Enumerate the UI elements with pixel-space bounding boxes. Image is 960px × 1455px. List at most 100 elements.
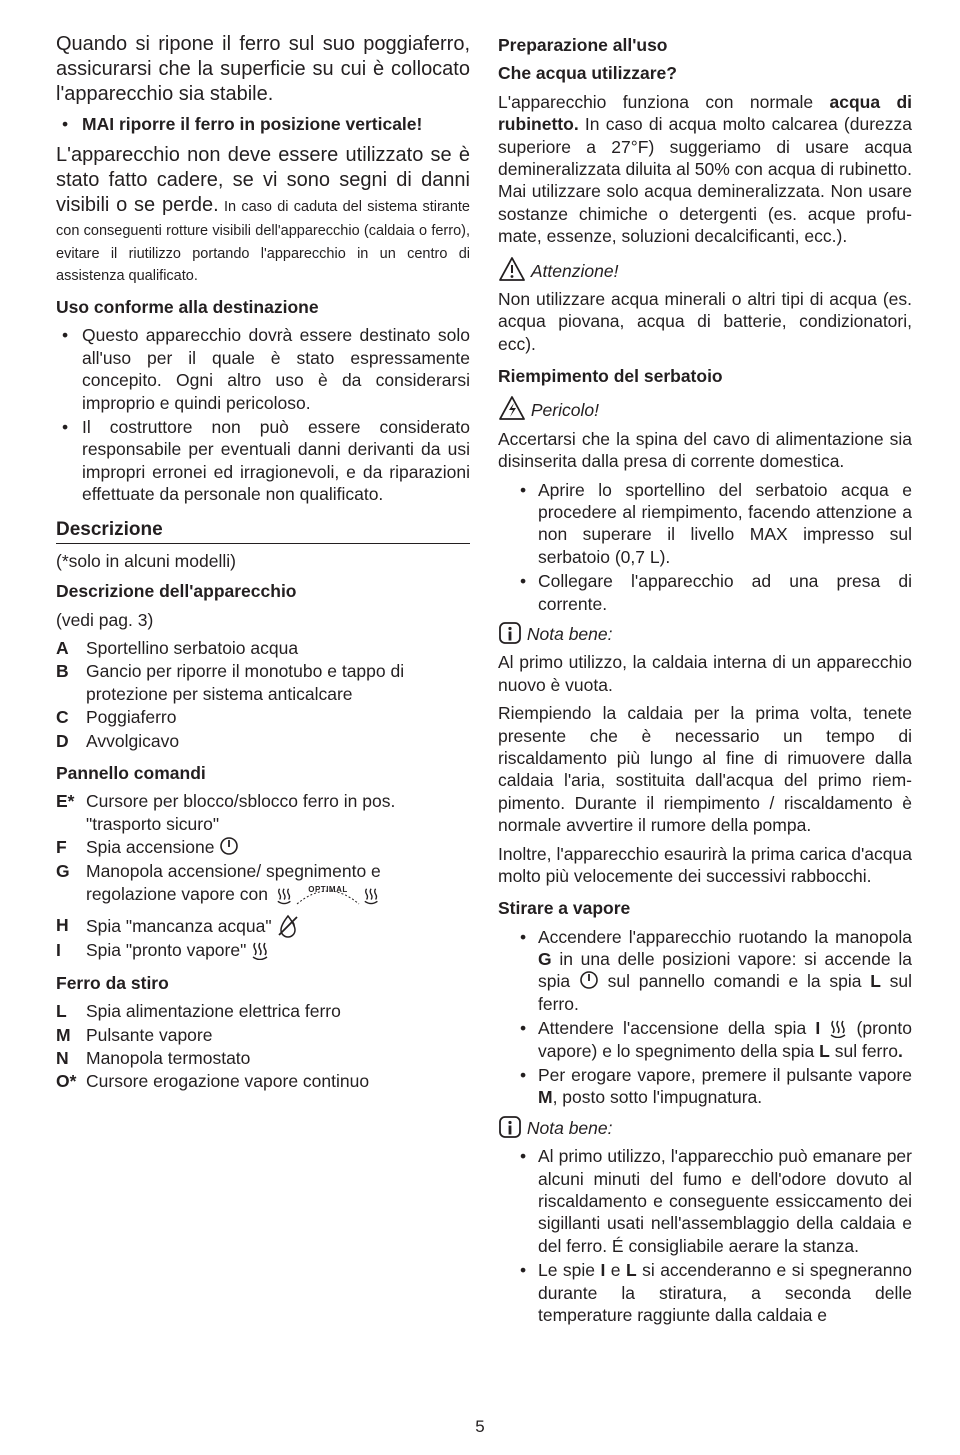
solo-modelli-note: (*solo in alcuni modelli) — [56, 550, 470, 572]
definition-value: Poggiaferro — [86, 706, 470, 728]
definition-row: GManopola accensione/ spegnimento e rego… — [56, 860, 470, 914]
danger-icon — [498, 395, 526, 421]
definition-key: E* — [56, 790, 86, 835]
pannello-list: E*Cursore per blocco/sblocco ferro in po… — [56, 790, 470, 961]
intro-paragraph: Quando si ripone il ferro sul suo poggia… — [56, 32, 470, 107]
definition-row: DAvvolgicavo — [56, 730, 470, 752]
nb2-item-2: Le spie I e L si accenderanno e si spegn… — [498, 1259, 912, 1326]
stirare-item-3: Per erogare vapore, premere il pulsante … — [498, 1064, 912, 1109]
attenzione-line: Attenzione! — [498, 256, 912, 282]
apparecchio-list: ASportellino serbatoio acquaBGancio per … — [56, 637, 470, 752]
power-icon — [219, 836, 239, 856]
vedi-pag: (vedi pag. 3) — [56, 609, 470, 631]
right-column: Preparazione all'uso Che acqua utilizzar… — [498, 32, 912, 1332]
uso-item-2: Il costruttore non può essere considerat… — [56, 416, 470, 506]
pannello-title: Pannello comandi — [56, 762, 470, 784]
definition-row: O*Cursore erogazione vapore continuo — [56, 1070, 470, 1092]
acqua-paragraph: L'apparecchio funziona con normale acqua… — [498, 91, 912, 248]
definition-value: Spia "mancanza acqua" — [86, 914, 470, 938]
info-icon — [498, 621, 522, 645]
definition-value: Sportellino serbatoio acqua — [86, 637, 470, 659]
pericolo-line: Pericolo! — [498, 395, 912, 421]
definition-value: Manopola accensione/ spegnimento e regol… — [86, 860, 470, 914]
stirare-title: Stirare a vapore — [498, 897, 912, 919]
descrizione-heading: Descrizione — [56, 518, 470, 544]
nota-bene-1-line: Nota bene: — [498, 621, 912, 645]
definition-key: O* — [56, 1070, 86, 1092]
not-use-paragraph: L'apparecchio non deve essere utilizzato… — [56, 143, 470, 286]
ferro-title: Ferro da stiro — [56, 972, 470, 994]
definition-value: Cursore per blocco/sblocco ferro in pos.… — [86, 790, 470, 835]
nota-bene-1-label: Nota bene: — [527, 624, 613, 644]
definition-row: FSpia accensione — [56, 836, 470, 858]
riemp-list: Aprire lo sportellino del serbatoio acqu… — [498, 479, 912, 615]
stirare-list: Accendere l'apparecchio ruotando la mano… — [498, 926, 912, 1109]
left-column: Quando si ripone il ferro sul suo poggia… — [56, 32, 470, 1332]
page-number: 5 — [0, 1417, 960, 1437]
warning-icon — [498, 256, 526, 282]
che-acqua-title: Che acqua utilizzare? — [498, 62, 912, 84]
definition-row: E*Cursore per blocco/sblocco ferro in po… — [56, 790, 470, 835]
steam-icon — [829, 1018, 847, 1038]
attenzione-text: Non utilizzare acqua minerali o altri ti… — [498, 288, 912, 355]
definition-key: G — [56, 860, 86, 914]
riemp-title: Riempimento del serbatoio — [498, 365, 912, 387]
never-vertical-text: MAI riporre il ferro in posizione vertic… — [82, 114, 422, 134]
svg-text:OPTIMAL: OPTIMAL — [308, 885, 348, 894]
prep-title: Preparazione all'uso — [498, 34, 912, 56]
uso-title: Uso conforme alla destinazione — [56, 296, 470, 318]
definition-key: M — [56, 1024, 86, 1046]
definition-key: N — [56, 1047, 86, 1069]
nb1-p2: Riempiendo la caldaia per la prima volta… — [498, 702, 912, 836]
definition-key: D — [56, 730, 86, 752]
definition-row: LSpia alimentazione elettrica ferro — [56, 1000, 470, 1022]
definition-value: Spia alimentazione elettrica ferro — [86, 1000, 470, 1022]
pericolo-label: Pericolo! — [531, 400, 599, 420]
definition-key: I — [56, 939, 86, 961]
definition-key: F — [56, 836, 86, 858]
descr-app-title: Descrizione dell'apparecchio — [56, 580, 470, 602]
definition-value: Spia accensione — [86, 836, 470, 858]
definition-value: Avvolgicavo — [86, 730, 470, 752]
uso-item-1: Questo apparecchio dovrà essere destinat… — [56, 324, 470, 414]
riemp-item-2: Collegare l'apparecchio ad una presa di … — [498, 570, 912, 615]
definition-row: BGancio per riporre il monotubo e tappo … — [56, 660, 470, 705]
steam-icon — [251, 940, 269, 960]
nb2-list: Al primo utilizzo, l'apparecchio può ema… — [498, 1145, 912, 1326]
nb1-p1: Al primo utilizzo, la caldaia interna di… — [498, 651, 912, 696]
definition-key: C — [56, 706, 86, 728]
nota-bene-2-label: Nota bene: — [527, 1118, 613, 1138]
nb1-p3: Inoltre, l'apparecchio esaurirà la prima… — [498, 843, 912, 888]
definition-value: Cursore erogazione vapore continuo — [86, 1070, 470, 1092]
page-columns: Quando si ripone il ferro sul suo poggia… — [56, 32, 912, 1332]
definition-row: ISpia "pronto vapore" — [56, 939, 470, 961]
nb2-item-1: Al primo utilizzo, l'apparecchio può ema… — [498, 1145, 912, 1257]
definition-row: CPoggiaferro — [56, 706, 470, 728]
definition-row: NManopola termostato — [56, 1047, 470, 1069]
nota-bene-2-line: Nota bene: — [498, 1115, 912, 1139]
attenzione-label: Attenzione! — [531, 261, 619, 281]
optimal-icon: OPTIMAL — [273, 882, 383, 913]
definition-row: HSpia "mancanza acqua" — [56, 914, 470, 938]
definition-key: H — [56, 914, 86, 938]
definition-value: Manopola termostato — [86, 1047, 470, 1069]
definition-row: MPulsante vapore — [56, 1024, 470, 1046]
never-vertical-list: MAI riporre il ferro in posizione vertic… — [56, 113, 470, 135]
definition-key: A — [56, 637, 86, 659]
definition-key: B — [56, 660, 86, 705]
nowater-icon — [276, 914, 300, 938]
definition-value: Gancio per riporre il monotubo e tappo d… — [86, 660, 470, 705]
pericolo-text: Accertarsi che la spina del cavo di alim… — [498, 428, 912, 473]
stirare-item-1: Accendere l'apparecchio ruotando la mano… — [498, 926, 912, 1016]
definition-key: L — [56, 1000, 86, 1022]
acqua-p1a: L'apparecchio funziona con normale — [498, 92, 830, 112]
definition-value: Pulsante vapore — [86, 1024, 470, 1046]
uso-list: Questo apparecchio dovrà essere destinat… — [56, 324, 470, 505]
ferro-list: LSpia alimentazione elettrica ferroMPuls… — [56, 1000, 470, 1093]
info-icon — [498, 1115, 522, 1139]
power-icon — [579, 970, 599, 990]
riemp-item-1: Aprire lo sportellino del serbatoio acqu… — [498, 479, 912, 569]
definition-value: Spia "pronto vapore" — [86, 939, 470, 961]
stirare-item-2: Attendere l'accensione della spia I (pro… — [498, 1017, 912, 1062]
definition-row: ASportellino serbatoio acqua — [56, 637, 470, 659]
